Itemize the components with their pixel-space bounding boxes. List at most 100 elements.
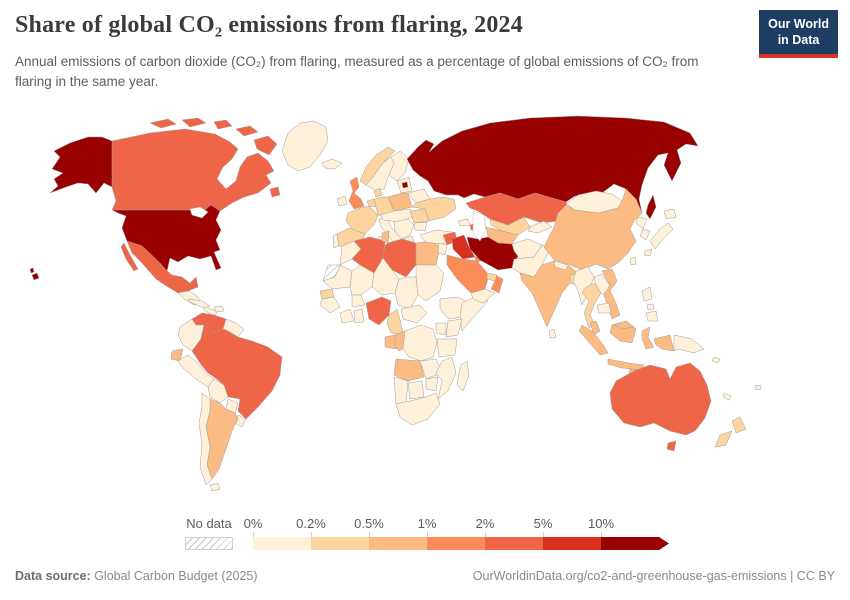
country-botswana[interactable] (407, 380, 425, 400)
country-fiji[interactable] (754, 384, 762, 391)
country-kenya[interactable] (445, 318, 463, 338)
country-myanmar[interactable] (572, 266, 595, 306)
country-madagascar[interactable] (456, 360, 470, 392)
country-finland[interactable] (388, 150, 410, 182)
country-niger[interactable] (371, 257, 400, 296)
country-hispaniola[interactable] (213, 305, 225, 313)
country-yemen[interactable] (470, 288, 496, 304)
country-canada-baffin[interactable] (253, 135, 278, 156)
country-japan-honshu[interactable] (649, 222, 674, 250)
country-sudan[interactable] (415, 264, 445, 302)
country-uae[interactable] (486, 272, 498, 282)
country-canada[interactable] (111, 128, 275, 212)
country-iceland[interactable] (321, 158, 343, 170)
country-egypt[interactable] (415, 240, 441, 266)
legend-bin-5%[interactable] (543, 537, 601, 550)
country-angola[interactable] (393, 358, 425, 382)
country-benelux[interactable] (366, 198, 377, 208)
country-kyrgyzstan-tajikistan[interactable] (527, 220, 553, 234)
legend-bin-0.5%[interactable] (369, 537, 427, 550)
country-north-korea[interactable] (635, 216, 648, 230)
attribution[interactable]: OurWorldinData.org/co2-and-greenhouse-ga… (472, 569, 835, 583)
legend-bin-0%[interactable] (253, 537, 311, 550)
country-tunisia[interactable] (381, 230, 390, 244)
legend-bin-2%[interactable] (485, 537, 543, 550)
country-cambodia[interactable] (596, 302, 612, 314)
country-ireland[interactable] (336, 195, 348, 207)
country-philippines-visayas[interactable] (646, 303, 655, 311)
country-japan-hokkaido[interactable] (663, 208, 677, 220)
country-mexico-baja[interactable] (120, 242, 139, 272)
country-philippines-luzon[interactable] (641, 286, 653, 302)
country-russia-kaliningrad[interactable] (401, 181, 409, 189)
legend-bin-10%[interactable] (601, 537, 669, 550)
country-zimbabwe[interactable] (425, 376, 439, 392)
country-france[interactable] (345, 205, 379, 235)
country-australia[interactable] (609, 362, 712, 436)
country-brazil[interactable] (191, 324, 283, 420)
country-denmark[interactable] (373, 187, 383, 198)
country-bulgaria[interactable] (413, 221, 428, 232)
country-ivory-coast[interactable] (339, 308, 355, 324)
country-central-african-republic[interactable] (400, 304, 428, 324)
owid-logo[interactable]: Our World in Data (759, 10, 838, 59)
country-vietnam[interactable] (601, 268, 621, 320)
country-indonesia-sumatra[interactable] (578, 324, 609, 356)
country-canada-island[interactable] (213, 119, 233, 130)
country-indonesia-java[interactable] (607, 358, 645, 371)
country-tasmania[interactable] (666, 440, 677, 452)
country-drc[interactable] (402, 324, 438, 362)
country-georgia-armenia[interactable] (457, 218, 471, 227)
country-mozambique[interactable] (435, 356, 457, 400)
country-chile[interactable] (198, 392, 213, 486)
country-indonesia-sulawesi[interactable] (641, 326, 655, 350)
country-south-africa[interactable] (395, 392, 441, 426)
country-russia-sakhalin[interactable] (645, 194, 657, 220)
country-mexico[interactable] (126, 240, 199, 294)
country-new-zealand-north[interactable] (731, 416, 747, 434)
country-ukraine[interactable] (411, 196, 457, 222)
country-gabon[interactable] (384, 334, 398, 350)
legend-no-data-swatch[interactable] (185, 537, 233, 550)
country-namibia[interactable] (393, 376, 409, 405)
country-burkina-faso[interactable] (351, 294, 366, 308)
country-uzbekistan[interactable] (489, 216, 531, 236)
legend-bin-0.2%[interactable] (311, 537, 369, 550)
country-nigeria[interactable] (365, 296, 392, 326)
country-usa-alaska[interactable] (49, 136, 113, 194)
country-canada-island[interactable] (235, 125, 259, 137)
country-japan-kyushu[interactable] (643, 248, 653, 257)
country-taiwan[interactable] (629, 256, 637, 266)
legend-bin-1%[interactable] (427, 537, 485, 550)
country-usa-hawaii[interactable] (30, 267, 40, 281)
country-philippines-mindanao[interactable] (645, 310, 659, 322)
country-canada-newfoundland[interactable] (269, 186, 281, 198)
country-canada-island[interactable] (149, 118, 177, 129)
country-balkans[interactable] (393, 218, 415, 240)
country-levant[interactable] (437, 242, 448, 256)
country-papua-new-guinea[interactable] (673, 334, 705, 354)
country-mongolia[interactable] (565, 190, 623, 214)
country-usa[interactable] (111, 204, 222, 272)
country-cuba[interactable] (187, 298, 211, 309)
country-malaysia-borneo[interactable] (613, 320, 635, 330)
country-solomon-islands[interactable] (711, 356, 721, 364)
country-ghana[interactable] (353, 308, 365, 324)
country-sri-lanka[interactable] (548, 328, 557, 339)
country-new-caledonia[interactable] (722, 392, 732, 401)
country-portugal[interactable] (332, 233, 340, 249)
country-guinea[interactable] (319, 296, 341, 314)
country-tanzania[interactable] (436, 338, 458, 358)
country-indonesia-papua[interactable] (653, 334, 675, 352)
country-new-zealand-south[interactable] (714, 430, 733, 448)
country-uk[interactable] (348, 176, 365, 210)
country-greenland[interactable] (281, 120, 329, 172)
country-south-korea[interactable] (639, 228, 651, 241)
country-chad[interactable] (394, 276, 419, 310)
country-uganda[interactable] (435, 322, 447, 336)
country-nepal[interactable] (553, 260, 569, 271)
country-russia[interactable] (406, 115, 699, 214)
country-tierra-del-fuego[interactable] (209, 482, 221, 492)
country-canada-island[interactable] (181, 117, 207, 128)
country-malaysia[interactable] (589, 320, 601, 336)
